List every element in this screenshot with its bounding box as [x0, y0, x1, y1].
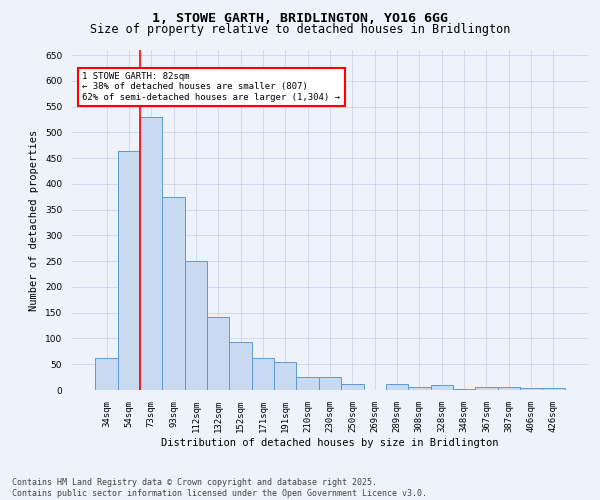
Bar: [319, 377, 341, 390]
Bar: [453, 389, 475, 390]
Bar: [408, 388, 431, 390]
Bar: [163, 197, 185, 390]
Bar: [296, 377, 319, 390]
Bar: [229, 342, 252, 390]
X-axis label: Distribution of detached houses by size in Bridlington: Distribution of detached houses by size …: [161, 438, 499, 448]
Text: 1 STOWE GARTH: 82sqm
← 38% of detached houses are smaller (807)
62% of semi-deta: 1 STOWE GARTH: 82sqm ← 38% of detached h…: [82, 72, 340, 102]
Y-axis label: Number of detached properties: Number of detached properties: [29, 130, 40, 310]
Bar: [140, 117, 163, 390]
Bar: [274, 362, 296, 390]
Bar: [341, 384, 364, 390]
Bar: [431, 386, 453, 390]
Text: 1, STOWE GARTH, BRIDLINGTON, YO16 6GG: 1, STOWE GARTH, BRIDLINGTON, YO16 6GG: [152, 12, 448, 26]
Bar: [497, 388, 520, 390]
Bar: [386, 384, 408, 390]
Bar: [207, 317, 229, 390]
Bar: [95, 358, 118, 390]
Bar: [475, 388, 497, 390]
Bar: [542, 388, 565, 390]
Bar: [252, 358, 274, 390]
Text: Size of property relative to detached houses in Bridlington: Size of property relative to detached ho…: [90, 22, 510, 36]
Bar: [185, 261, 207, 390]
Bar: [118, 152, 140, 390]
Text: Contains HM Land Registry data © Crown copyright and database right 2025.
Contai: Contains HM Land Registry data © Crown c…: [12, 478, 427, 498]
Bar: [520, 388, 542, 390]
